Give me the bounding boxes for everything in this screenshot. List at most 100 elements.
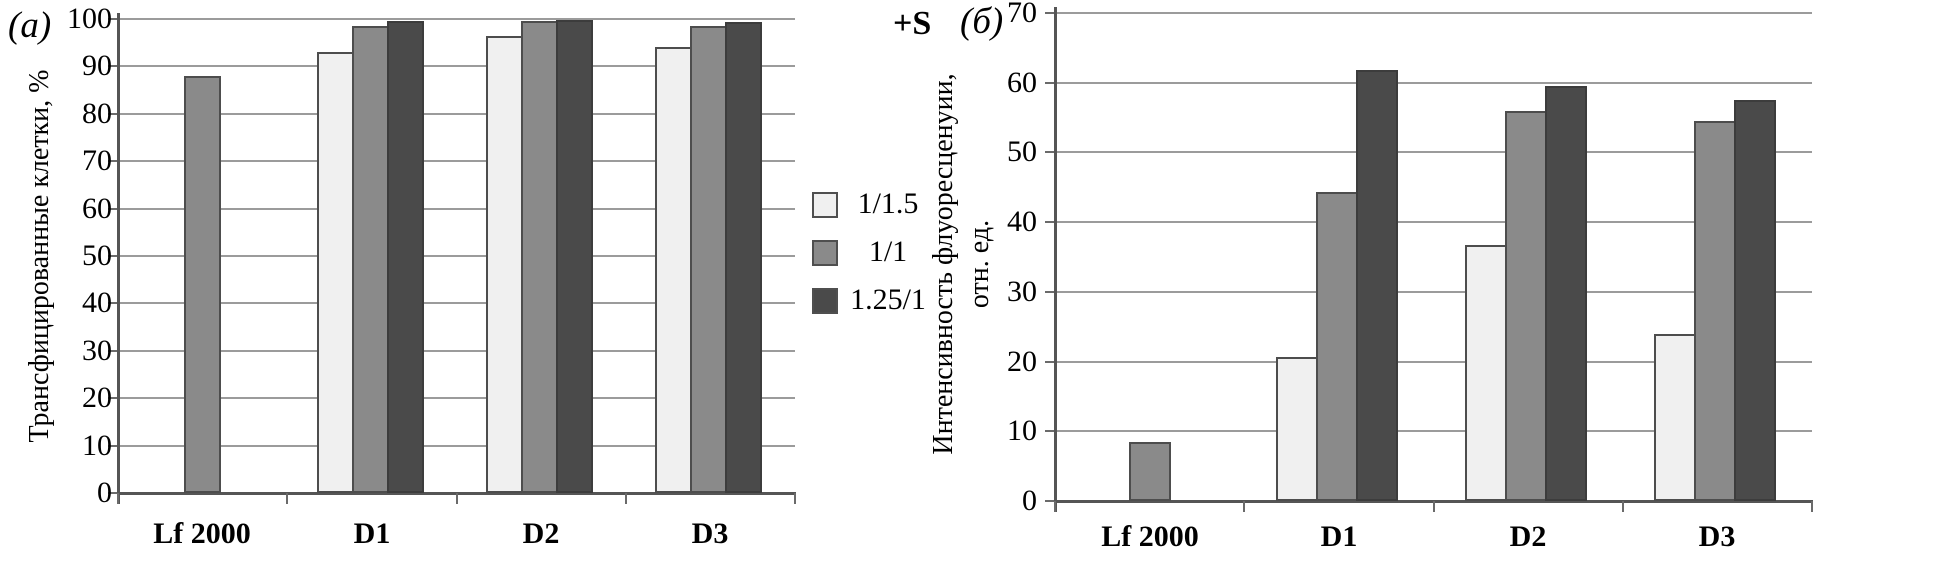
- x-category-label-lf2000: Lf 2000: [153, 517, 251, 550]
- gridline-70: [1055, 12, 1812, 14]
- y-tick-label-70: 70: [1007, 0, 1037, 29]
- y-tick-label-70: 70: [82, 144, 112, 178]
- x-tick-2: [1432, 501, 1435, 512]
- x-tick-4: [1811, 501, 1813, 512]
- y-tick-label-90: 90: [82, 49, 112, 83]
- gridline-100: [118, 18, 795, 20]
- y-tick-60: [1045, 81, 1055, 84]
- gridline-60: [118, 207, 795, 210]
- y-tick-label-80: 80: [82, 96, 112, 130]
- x-tick-0: [1054, 501, 1056, 512]
- gridline-10: [1055, 430, 1812, 433]
- y-tick-50: [108, 255, 118, 257]
- y-tick-80: [108, 112, 118, 115]
- x-category-label-d2: D2: [1509, 520, 1547, 553]
- bar-d3-1/1.5: [655, 47, 692, 493]
- bar-d2-1/1: [521, 21, 558, 493]
- y-tick-label-20: 20: [1007, 344, 1037, 378]
- x-category-label-d3: D3: [1698, 520, 1736, 553]
- legend-swatch-light: [812, 192, 838, 218]
- gridline-50: [1055, 151, 1812, 154]
- y-tick-label-40: 40: [82, 286, 112, 320]
- y-axis: [117, 13, 120, 504]
- y-tick-100: [108, 18, 118, 20]
- y-tick-label-10: 10: [1007, 414, 1037, 448]
- y-tick-40: [1045, 221, 1055, 224]
- y-tick-0: [108, 492, 118, 494]
- y-tick-label-20: 20: [82, 381, 112, 415]
- bar-d1-1/1: [352, 26, 389, 493]
- y-tick-label-0: 0: [97, 476, 112, 509]
- gridline-90: [118, 65, 795, 68]
- x-tick-4: [794, 493, 796, 504]
- panel-b-label: (б): [960, 1, 1004, 42]
- bar-d2-1/1.5: [486, 35, 523, 493]
- x-category-label-d1: D1: [1320, 520, 1358, 553]
- y-tick-70: [108, 160, 118, 163]
- y-tick-label-50: 50: [82, 239, 112, 272]
- x-tick-3: [624, 493, 627, 504]
- bar-d1-1.25/1: [387, 21, 424, 493]
- bar-d1-1/1.5: [317, 52, 354, 493]
- bar-d3-1.25/1: [725, 22, 762, 493]
- x-tick-3: [1621, 501, 1624, 512]
- legend-label-light: 1/1.5: [857, 187, 919, 220]
- gridline-30: [1055, 290, 1812, 293]
- legend-swatch-dark: [812, 288, 838, 314]
- gridline-40: [1055, 221, 1812, 224]
- gridline-30: [118, 349, 795, 352]
- gridline-80: [118, 112, 795, 115]
- y-tick-40: [108, 302, 118, 305]
- legend-swatch-mid: [812, 240, 838, 266]
- bar-lf2000-1/1: [184, 75, 221, 493]
- y-tick-90: [108, 65, 118, 68]
- bar-d1-1/1: [1316, 192, 1358, 501]
- y-tick-0: [1045, 500, 1055, 502]
- y-tick-label-40: 40: [1007, 205, 1037, 239]
- bar-d1-1.25/1: [1356, 70, 1398, 501]
- bar-d2-1.25/1: [556, 19, 593, 493]
- gridline-60: [1055, 81, 1812, 84]
- y-tick-30: [1045, 290, 1055, 293]
- bar-d3-1/1: [690, 26, 727, 493]
- gridline-20: [1055, 360, 1812, 363]
- y-tick-10: [1045, 430, 1055, 433]
- x-tick-0: [117, 493, 119, 504]
- y-tick-label-100: 100: [67, 2, 112, 35]
- x-category-label-d2: D2: [522, 517, 560, 550]
- chart-b-y-axis-title: Интенсивность флуоресценуии, отн. ед.: [928, 73, 995, 455]
- y-tick-30: [108, 349, 118, 352]
- panel-a-label: (а): [8, 5, 52, 46]
- y-tick-label-10: 10: [82, 428, 112, 462]
- y-axis: [1054, 7, 1057, 512]
- y-tick-70: [1045, 12, 1055, 14]
- bar-d3-1/1.5: [1654, 333, 1696, 501]
- x-tick-1: [286, 493, 289, 504]
- x-tick-2: [455, 493, 458, 504]
- bar-d2-1/1: [1505, 110, 1547, 501]
- gridline-70: [118, 160, 795, 163]
- bar-lf2000-1/1: [1129, 442, 1171, 501]
- y-tick-10: [108, 444, 118, 447]
- bar-d3-1.25/1: [1734, 100, 1776, 501]
- bar-d3-1/1: [1694, 121, 1736, 501]
- legend-label-dark: 1.25/1: [850, 283, 926, 316]
- y-tick-20: [1045, 360, 1055, 363]
- x-category-label-d3: D3: [691, 517, 729, 550]
- y-tick-label-30: 30: [1007, 274, 1037, 308]
- y-tick-label-60: 60: [1007, 65, 1037, 99]
- y-tick-label-0: 0: [1022, 484, 1037, 517]
- x-category-label-d1: D1: [353, 517, 391, 550]
- gridline-50: [118, 255, 795, 257]
- y-tick-label-30: 30: [82, 333, 112, 367]
- bar-d2-1/1.5: [1465, 245, 1507, 501]
- y-tick-60: [108, 207, 118, 210]
- y-tick-50: [1045, 151, 1055, 154]
- x-category-label-lf2000: Lf 2000: [1101, 520, 1199, 553]
- annotation-plus-s: +S: [893, 5, 932, 42]
- gridline-10: [118, 444, 795, 447]
- bar-d2-1.25/1: [1545, 86, 1587, 501]
- legend-label-mid: 1/1: [868, 235, 908, 268]
- gridline-20: [118, 397, 795, 400]
